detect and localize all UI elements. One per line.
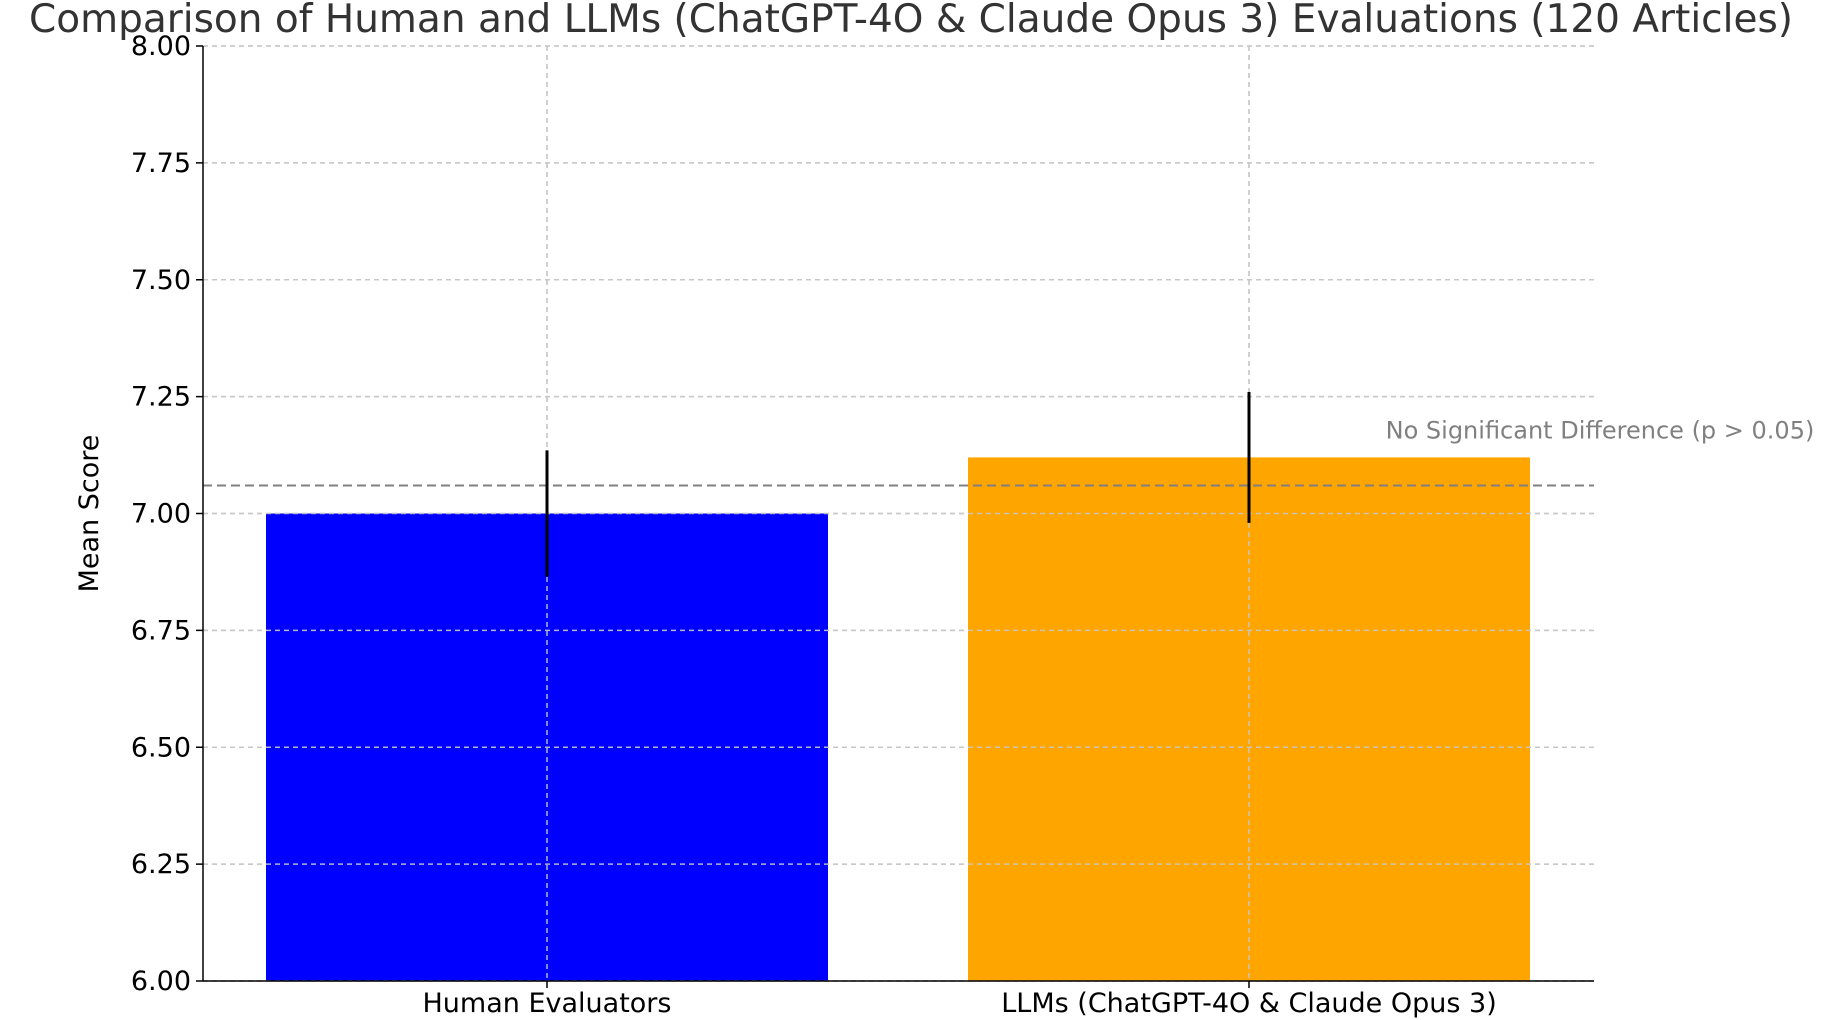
y-tick-label: 7.50: [131, 265, 191, 296]
x-tick-label: Human Evaluators: [423, 988, 672, 1019]
y-tick-label: 6.25: [131, 849, 191, 880]
error-bars: [545, 391, 1251, 577]
y-tick-label: 7.00: [131, 499, 191, 530]
y-tick-label: 7.75: [131, 148, 191, 179]
y-tick-label: 6.75: [131, 615, 191, 646]
bars: [266, 457, 1530, 981]
x-tick-label: LLMs (ChatGPT-4O & Claude Opus 3): [1001, 988, 1496, 1019]
reference-line-label: No Significant Difference (p > 0.05): [1386, 416, 1815, 444]
axes: [196, 45, 1594, 988]
chart-title: Comparison of Human and LLMs (ChatGPT-4O…: [29, 0, 1793, 42]
y-tick-label: 7.25: [131, 382, 191, 413]
y-axis-label: Mean Score: [74, 435, 105, 593]
y-tick-label: 6.50: [131, 732, 191, 763]
y-tick-label: 6.00: [131, 966, 191, 997]
y-tick-label: 8.00: [131, 31, 191, 62]
tick-labels: 6.00 6.25 6.50 6.75 7.00 7.25 7.50 7.75 8.00 Huma…: [131, 31, 1497, 1019]
